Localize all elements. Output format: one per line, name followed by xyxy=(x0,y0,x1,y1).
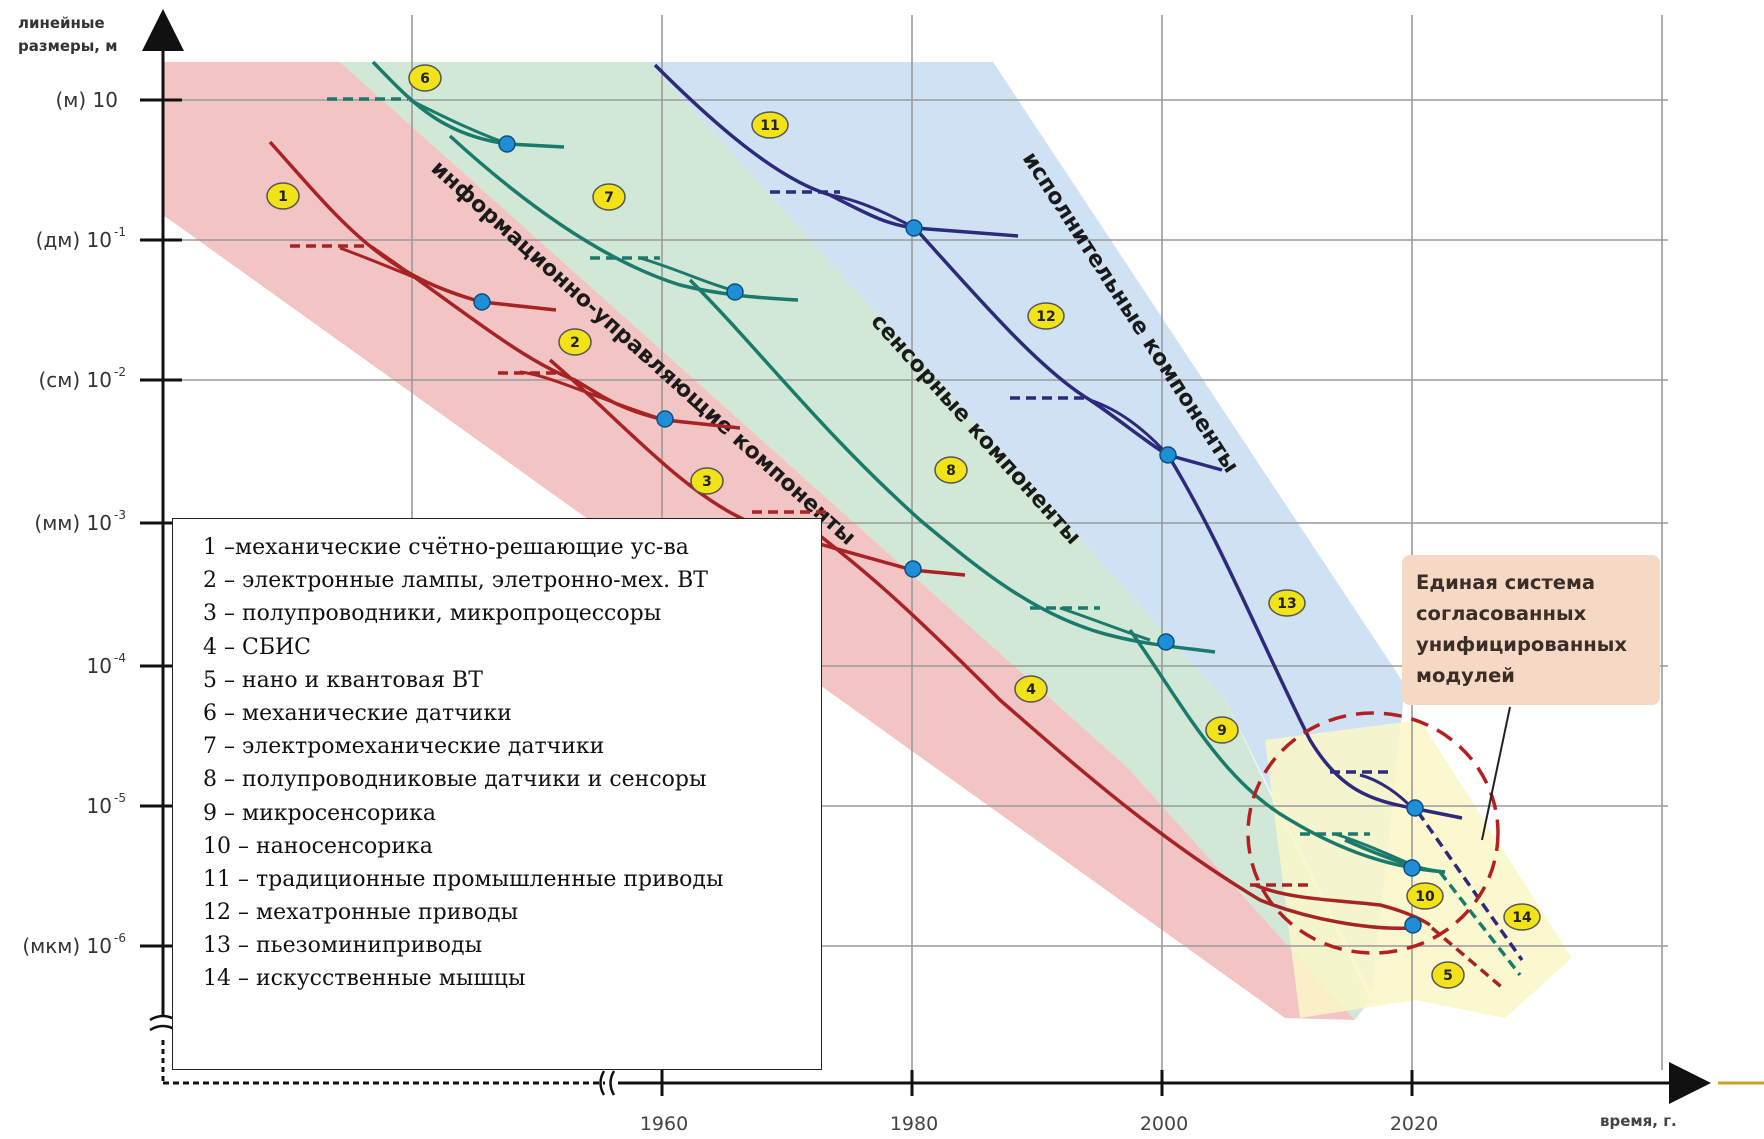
curve-6 xyxy=(371,60,565,149)
junction-points xyxy=(473,135,1424,934)
svg-text:-5: -5 xyxy=(114,791,126,805)
legend-item: 5 – нано и квантовая ВТ xyxy=(203,667,483,693)
svg-text:11: 11 xyxy=(760,118,779,134)
marker-6: 6 xyxy=(408,64,442,92)
curve-9 xyxy=(1128,628,1446,874)
svg-text:8: 8 xyxy=(946,463,956,479)
svg-text:10: 10 xyxy=(87,794,112,818)
svg-text:13: 13 xyxy=(1277,596,1296,612)
legend-item: 8 – полупроводниковые датчики и сенсоры xyxy=(203,767,707,793)
note-line: модулей xyxy=(1416,664,1515,687)
legend-item: 12 – мехатронные приводы xyxy=(203,900,519,926)
y-axis-title-line-1: линейные xyxy=(18,14,105,32)
marker-3: 3 xyxy=(690,467,724,495)
y-axis-title-line-2: размеры, м xyxy=(18,37,118,55)
svg-text:-6: -6 xyxy=(114,931,126,945)
curve-12 xyxy=(913,226,1223,472)
legend-item: 11 – традиционные промышленные приводы xyxy=(203,866,724,892)
svg-text:-4: -4 xyxy=(114,651,126,665)
callout-line xyxy=(1481,706,1511,841)
marker-12: 12 xyxy=(1027,302,1065,330)
note-line: Единая система xyxy=(1416,571,1596,594)
legend-item: 4 – СБИС xyxy=(203,634,312,660)
information-curves xyxy=(268,140,1432,930)
svg-text:12: 12 xyxy=(1036,309,1055,325)
svg-text:9: 9 xyxy=(1217,723,1227,739)
legend-item: 6 – механические датчики xyxy=(203,700,512,726)
svg-text:1960: 1960 xyxy=(640,1113,688,1135)
svg-text:2: 2 xyxy=(570,335,580,351)
curve-13 xyxy=(1166,454,1463,820)
curve-6-overlap xyxy=(409,98,509,146)
marker-9: 9 xyxy=(1205,716,1239,744)
legend-item: 3 – полупроводники, микропроцессоры xyxy=(203,601,662,627)
svg-text:3: 3 xyxy=(702,474,712,490)
curve-10 xyxy=(1344,838,1446,874)
marker-7: 7 xyxy=(592,183,626,211)
svg-text:1: 1 xyxy=(278,189,288,205)
svg-text:(м) 10: (м) 10 xyxy=(55,88,118,112)
y-tick-exponents: -1 -2 -3 -4 -5 -6 xyxy=(114,225,126,945)
sensor-curves xyxy=(371,60,1446,874)
legend-item: 13 – пьезоминиприводы xyxy=(203,933,483,959)
x-axis xyxy=(163,1062,1711,1104)
legend-item: 2 – электронные лампы, элетронно-мех. ВТ xyxy=(203,568,708,594)
curve-8-overlap xyxy=(1059,606,1151,642)
curve-4 xyxy=(798,518,1413,930)
legend-item: 7 – электромеханические датчики xyxy=(203,734,605,760)
marker-4: 4 xyxy=(1014,675,1048,703)
legend-item: 1 –механические счётно-решающие ус-ва xyxy=(203,535,689,560)
svg-text:2000: 2000 xyxy=(1140,1113,1188,1135)
svg-text:7: 7 xyxy=(604,190,614,206)
curve-12-overlap xyxy=(1089,398,1170,457)
y-tick-labels: (м) 10 (дм) 10 (см) 10 (мм) 10 10 10 (мк… xyxy=(22,88,118,958)
legend-item: 10 – наносенсорика xyxy=(203,833,433,859)
svg-text:(см) 10: (см) 10 xyxy=(38,368,112,392)
integration-ellipse xyxy=(1246,711,1500,955)
svg-text:-2: -2 xyxy=(114,365,126,379)
x-tick-labels: 1960 1980 2000 2020 xyxy=(640,1113,1438,1135)
svg-text:10: 10 xyxy=(1415,889,1435,905)
svg-text:4: 4 xyxy=(1026,682,1036,698)
information-curve-dashes xyxy=(290,244,1507,992)
svg-text:1980: 1980 xyxy=(890,1113,938,1135)
marker-5: 5 xyxy=(1431,961,1465,989)
svg-text:-1: -1 xyxy=(114,225,126,239)
svg-text:6: 6 xyxy=(420,71,430,87)
markers: 1 2 3 4 5 6 7 8 9 10 11 12 13 14 xyxy=(266,64,1541,989)
marker-1: 1 xyxy=(266,182,300,210)
marker-14: 14 xyxy=(1503,903,1541,931)
marker-11: 11 xyxy=(751,111,789,139)
svg-text:10: 10 xyxy=(87,654,112,678)
note-line: согласованных xyxy=(1416,602,1587,625)
svg-text:5: 5 xyxy=(1443,968,1453,984)
svg-text:(дм) 10: (дм) 10 xyxy=(36,228,112,252)
svg-text:2020: 2020 xyxy=(1390,1113,1438,1135)
svg-text:(мм) 10: (мм) 10 xyxy=(34,511,112,535)
legend-item: 9 – микросенсорика xyxy=(203,800,437,826)
svg-text:-3: -3 xyxy=(114,508,126,522)
legend: 1 –механические счётно-решающие ус-ва 2 … xyxy=(172,518,822,1070)
curve-8 xyxy=(688,278,1216,654)
marker-8: 8 xyxy=(934,456,968,484)
sensor-curve-dashes xyxy=(327,97,1522,977)
marker-2: 2 xyxy=(558,328,592,356)
curve-7 xyxy=(448,134,799,302)
marker-13: 13 xyxy=(1268,589,1306,617)
marker-10: 10 xyxy=(1406,882,1444,910)
svg-text:(мкм) 10: (мкм) 10 xyxy=(22,934,112,958)
actuator-curve-dashes xyxy=(770,190,1524,962)
svg-text:14: 14 xyxy=(1512,910,1532,926)
x-axis-title: время, г. xyxy=(1600,1112,1677,1130)
unified-system-note: Единая система согласованных унифицирова… xyxy=(1402,555,1660,705)
note-line: унифицированных xyxy=(1416,633,1627,656)
legend-item: 14 – искусственные мышцы xyxy=(203,966,526,992)
